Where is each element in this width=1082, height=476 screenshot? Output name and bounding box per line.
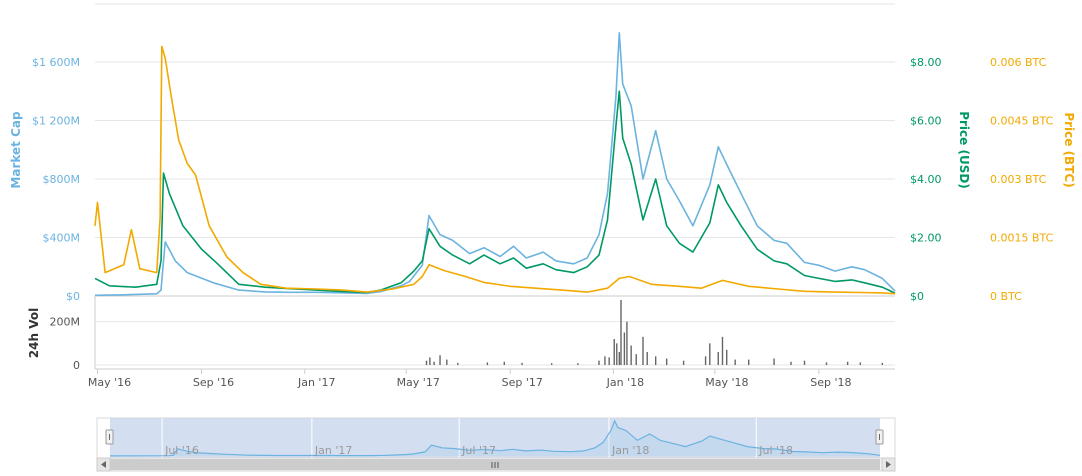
x-tick-label: May '16 [88,376,131,389]
volume-bar [620,300,622,365]
volume-bar [734,359,736,365]
x-tick-label: Jan '17 [297,376,335,389]
price-btc-line [94,45,896,295]
volume-bar [618,352,621,365]
navigator-mask[interactable] [110,418,880,458]
market-cap-tick-label: $1 600M [32,56,80,69]
navigator[interactable]: Jul '16 Jan '17 Jul '17 Jan '18 Jul '18 [96,417,896,472]
volume-bar [717,352,719,365]
volume-bar [486,362,489,365]
price-usd-tick-label: $6.00 [910,115,942,128]
x-tick-label: Sep '18 [810,376,851,389]
volume-bar [503,361,506,365]
volume-bar [577,363,579,365]
market-cap-axis-title: Market Cap [9,111,23,189]
price-btc-tick-label: 0.0015 BTC [990,232,1054,245]
scrollbar-grip-icon [491,462,499,468]
x-tick-label: Sep '17 [502,376,543,389]
volume-bar [521,362,523,365]
volume-bar [665,358,668,365]
series-lines [94,31,896,297]
volume-tick-labels: 0 200M [50,316,81,372]
volume-bar [803,360,806,365]
volume-bar [550,363,553,365]
price-usd-tick-labels: $0 $2.00 $4.00 $6.00 $8.00 [910,56,942,303]
volume-bar [773,358,775,365]
volume-bar [429,357,431,365]
volume-bar [457,362,459,365]
volume-bar [616,343,618,365]
navigator-grid [161,418,757,458]
price-btc-tick-label: 0.0045 BTC [990,115,1054,128]
x-tick-label: Sep '16 [193,376,234,389]
volume-bar [630,345,632,365]
volume-bar [704,356,707,365]
price-btc-tick-label: 0 BTC [990,290,1022,303]
volume-bar [654,356,657,365]
navigator-line [109,419,881,457]
price-usd-tick-label: $8.00 [910,56,942,69]
volume-bar [635,354,637,365]
price-usd-tick-label: $4.00 [910,173,942,186]
chevron-right-icon [886,461,891,468]
market-cap-tick-label: $1 200M [32,115,80,128]
volume-bar [598,360,600,365]
volume-bar [825,362,828,365]
volume-bar [846,361,849,365]
volume-bars [425,300,884,365]
volume-bar [646,352,648,365]
price-usd-tick-label: $2.00 [910,232,942,245]
volume-bar [439,355,441,365]
volume-bar [604,356,606,365]
market-cap-tick-label: $800M [43,173,81,186]
volume-bar [642,336,644,365]
market-cap-tick-label: $0 [66,290,80,303]
price-btc-axis-title: Price (BTC) [1062,112,1076,187]
navigator-label: Jan '17 [314,444,352,457]
volume-bar [682,360,685,365]
market-cap-tick-labels: $0 $400M $800M $1 200M $1 600M [32,56,80,303]
volume-bar [747,359,750,365]
navigator-labels: Jul '16 Jan '17 Jul '17 Jan '18 Jul '18 [164,444,793,457]
price-usd-tick-label: $0 [910,290,924,303]
volume-bar [613,339,615,365]
volume-bar [881,362,884,365]
volume-bar [859,362,862,365]
volume-bar [726,349,728,365]
volume-axis-title: 24h Vol [27,308,41,358]
chevron-left-icon [101,461,106,468]
market-cap-tick-label: $400M [43,232,81,245]
volume-bar [623,332,626,365]
volume-bar [446,359,448,365]
navigator-label: Jul '17 [461,444,496,457]
price-usd-line [94,90,896,294]
x-tick-label: Jan '18 [606,376,644,389]
navigator-area [110,420,880,456]
navigator-label: Jul '18 [758,444,793,457]
volume-bar [425,360,428,365]
volume-tick-label: 200M [50,316,81,329]
price-btc-tick-label: 0.003 BTC [990,173,1047,186]
x-tick-label: May '17 [397,376,440,389]
volume-bar [626,321,628,365]
volume-tick-label: 0 [73,359,80,372]
navigator-series [109,419,881,457]
volume-bar [721,336,724,365]
price-btc-tick-label: 0.006 BTC [990,56,1047,69]
x-tick-label: May '18 [705,376,748,389]
navigator-label: Jul '16 [164,444,199,457]
volume-bar [433,361,435,365]
price-usd-axis-title: Price (USD) [957,111,971,189]
volume-bar [709,343,711,365]
navigator-label: Jan '18 [611,444,649,457]
grid-lines [94,3,895,370]
volume-bar [790,361,792,365]
volume-bar [608,357,610,365]
x-axis-tick-labels: May '16 Sep '16 Jan '17 May '17 Sep '17 Jan '… [88,369,852,389]
market-cap-line [94,31,896,297]
price-btc-tick-labels: 0 BTC 0.0015 BTC 0.003 BTC 0.0045 BTC 0.006 … [990,56,1054,303]
